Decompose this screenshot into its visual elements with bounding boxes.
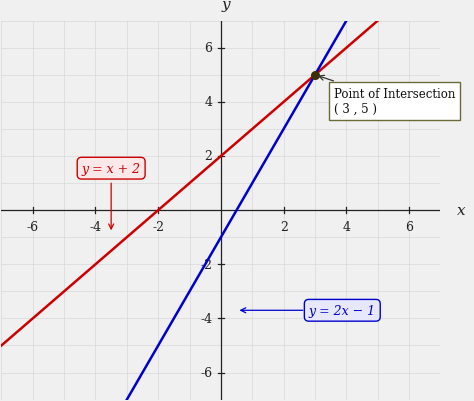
Text: -4: -4: [90, 221, 101, 234]
Text: 2: 2: [280, 221, 288, 234]
Text: 6: 6: [405, 221, 413, 234]
Text: -2: -2: [152, 221, 164, 234]
Text: -6: -6: [27, 221, 39, 234]
Text: Point of Intersection
( 3 , 5 ): Point of Intersection ( 3 , 5 ): [319, 76, 455, 115]
Text: y = 2x − 1: y = 2x − 1: [309, 304, 376, 317]
Text: -6: -6: [200, 366, 212, 379]
Text: y: y: [221, 0, 230, 12]
Text: 4: 4: [204, 96, 212, 109]
Text: x: x: [456, 204, 465, 218]
Text: -2: -2: [200, 258, 212, 271]
Text: y = x + 2: y = x + 2: [82, 162, 141, 175]
Text: 2: 2: [204, 150, 212, 163]
Text: 6: 6: [204, 42, 212, 55]
Text: 4: 4: [342, 221, 350, 234]
Text: -4: -4: [200, 312, 212, 325]
